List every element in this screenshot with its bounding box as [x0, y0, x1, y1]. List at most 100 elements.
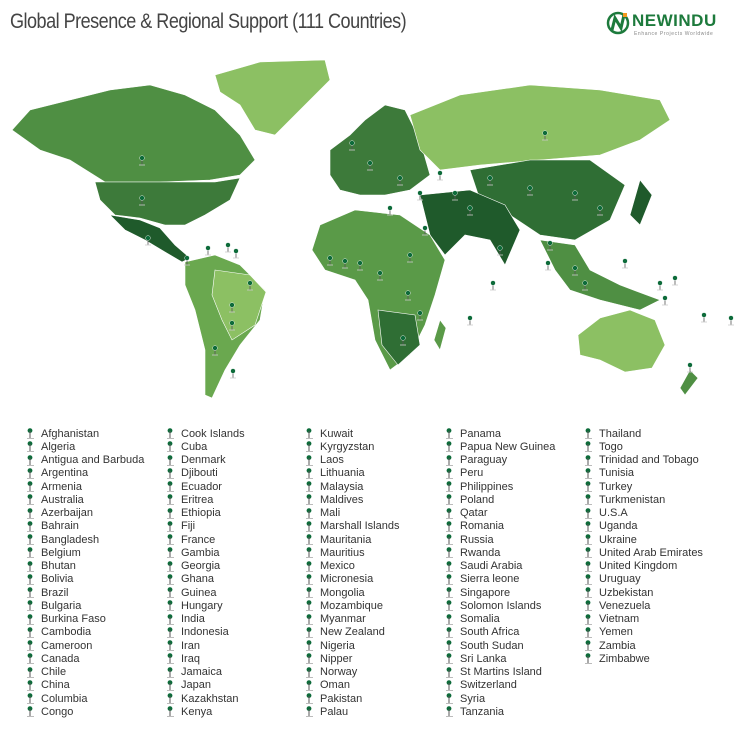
map-pin-icon	[166, 534, 175, 546]
map-pin-icon	[542, 130, 548, 141]
list-item: Marshall Islands	[305, 520, 399, 533]
list-item: Trinidad and Tobago	[584, 454, 703, 467]
map-pin-icon	[26, 693, 35, 705]
map-pin-icon	[166, 454, 175, 466]
list-item: Bhutan	[26, 560, 144, 573]
map-pin-icon	[166, 613, 175, 625]
map-pin-icon	[584, 653, 593, 665]
map-pin-icon	[445, 666, 454, 678]
country-name: Uruguay	[599, 573, 641, 586]
country-name: Cuba	[181, 440, 208, 453]
country-name: U.S.A	[599, 507, 628, 520]
map-pin-icon	[26, 521, 35, 532]
page-title: Global Presence & Regional Support (111 …	[10, 10, 407, 33]
country-column: Afghanistan Algeria Antigua and Barbuda Arg…	[26, 427, 144, 719]
map-pin-icon	[445, 693, 454, 705]
map-pin-icon	[584, 587, 593, 599]
country-column: Cook Islands Cuba Denmark Djibouti Ecuador Er…	[166, 427, 245, 719]
country-name: Fiji	[181, 520, 196, 533]
country-name: Uganda	[599, 520, 638, 533]
map-pin-icon	[584, 613, 593, 625]
list-item: South Africa	[445, 626, 555, 639]
map-pin-icon	[247, 280, 253, 291]
map-pin-icon	[305, 613, 314, 625]
map-pin-icon	[230, 368, 236, 379]
list-item: Nigeria	[305, 639, 399, 652]
country-name: Trinidad and Tobago	[599, 454, 699, 467]
country-name: Eritrea	[181, 493, 214, 506]
list-item: Yemen	[584, 626, 703, 639]
map-pin-icon	[229, 320, 235, 331]
map-pin-icon	[387, 205, 393, 216]
country-name: Peru	[460, 467, 484, 480]
list-item: Iraq	[166, 652, 245, 665]
map-pin-icon	[26, 441, 35, 453]
map-pin-icon	[305, 574, 314, 585]
country-name: Myanmar	[320, 613, 366, 626]
map-pin-icon	[184, 255, 190, 266]
region-usa	[94, 177, 241, 226]
list-item: Paraguay	[445, 454, 555, 467]
list-item: Djibouti	[166, 467, 245, 480]
country-name: Oman	[320, 679, 350, 692]
list-item: Peru	[445, 467, 555, 480]
country-name: Vietnam	[599, 613, 640, 626]
region-middle-east	[419, 189, 521, 266]
region-southeast-asia	[539, 239, 661, 311]
list-item: Gambia	[166, 546, 245, 559]
country-name: Canada	[41, 652, 80, 665]
country-name: St Martins Island	[460, 666, 542, 679]
region-madagascar	[433, 319, 447, 351]
country-name: Turkmenistan	[599, 493, 666, 506]
country-name: Romania	[460, 520, 505, 533]
map-pin-icon	[367, 160, 373, 171]
country-name: Argentina	[41, 467, 89, 480]
country-name: Mozambique	[320, 599, 383, 612]
country-name: Cambodia	[41, 626, 92, 639]
map-pin-icon	[445, 454, 454, 466]
list-item: Uruguay	[584, 573, 703, 586]
list-item: Qatar	[445, 507, 555, 520]
country-name: Laos	[320, 454, 344, 467]
map-pin-icon	[327, 255, 333, 266]
map-pin-icon	[145, 235, 151, 246]
map-pin-icon	[305, 693, 314, 705]
map-pin-icon	[166, 468, 175, 479]
country-name: Sri Lanka	[460, 652, 507, 665]
country-name: Palau	[320, 705, 349, 718]
country-name: Burkina Faso	[41, 613, 106, 626]
country-name: Bolivia	[41, 573, 74, 586]
map-pin-icon	[445, 587, 454, 599]
list-item: Romania	[445, 520, 555, 533]
country-name: Belgium	[41, 546, 81, 559]
map-pin-icon	[26, 547, 35, 559]
map-pin-icon	[545, 260, 551, 271]
map-pin-icon	[497, 245, 503, 256]
map-pin-icon	[166, 666, 175, 678]
list-item: Panama	[445, 427, 555, 440]
map-pin-icon	[26, 666, 35, 678]
list-item: Iran	[166, 639, 245, 652]
region-greenland	[214, 59, 331, 136]
country-name: Kazakhstan	[181, 692, 239, 705]
country-name: Azerbaijan	[41, 507, 93, 520]
country-column: Thailand Togo Trinidad and Tobago Tunisia Tu…	[584, 427, 703, 666]
country-name: Australia	[41, 493, 84, 506]
map-pin-icon	[584, 481, 593, 493]
map-pin-icon	[572, 265, 578, 276]
map-pin-icon	[584, 534, 593, 546]
country-name: China	[41, 679, 70, 692]
map-pin-icon	[166, 560, 175, 572]
list-item: France	[166, 533, 245, 546]
list-item: Tunisia	[584, 467, 703, 480]
country-name: Chile	[41, 666, 67, 679]
country-column: Kuwait Kyrgyzstan Laos Lithuania Malaysia Mal…	[305, 427, 399, 719]
country-name: Uzbekistan	[599, 586, 654, 599]
list-item: Singapore	[445, 586, 555, 599]
map-pins	[139, 130, 734, 379]
map-pin-icon	[166, 680, 175, 691]
list-item: Poland	[445, 493, 555, 506]
map-pin-icon	[305, 507, 314, 519]
map-pin-icon	[357, 260, 363, 271]
map-pin-icon	[26, 640, 35, 652]
